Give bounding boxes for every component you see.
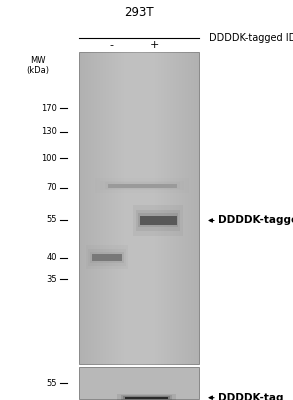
Text: 170: 170 (41, 104, 57, 113)
Bar (105, 182, 180, 189)
Bar (88, 249, 126, 266)
Bar (138, 214, 178, 228)
Bar (117, 394, 176, 400)
Bar (91, 254, 122, 261)
Text: DDDDK-tagged IDH1: DDDDK-tagged IDH1 (209, 33, 293, 43)
Text: 100: 100 (41, 154, 57, 162)
Bar (125, 397, 168, 399)
Bar (90, 252, 124, 263)
Bar (95, 178, 190, 193)
Text: 55: 55 (47, 379, 57, 388)
Bar (79, 367, 199, 399)
Bar (108, 184, 177, 188)
Text: DDDDK-tag: DDDDK-tag (218, 393, 284, 400)
Bar (140, 216, 176, 225)
Text: MW
(kDa): MW (kDa) (27, 56, 50, 75)
Text: 35: 35 (47, 275, 57, 284)
Text: 70: 70 (47, 183, 57, 192)
Bar (100, 181, 184, 190)
Bar (121, 396, 172, 400)
Text: -: - (110, 40, 114, 50)
Bar (123, 396, 170, 399)
Bar (136, 210, 180, 231)
Text: 55: 55 (47, 215, 57, 224)
Text: +: + (150, 40, 159, 50)
Text: 40: 40 (47, 254, 57, 262)
Text: DDDDK-tagged IDH1: DDDDK-tagged IDH1 (218, 216, 293, 226)
Text: 130: 130 (41, 127, 57, 136)
Bar (133, 205, 183, 236)
Bar (79, 52, 199, 364)
Bar (86, 245, 128, 269)
Text: 293T: 293T (124, 6, 154, 19)
